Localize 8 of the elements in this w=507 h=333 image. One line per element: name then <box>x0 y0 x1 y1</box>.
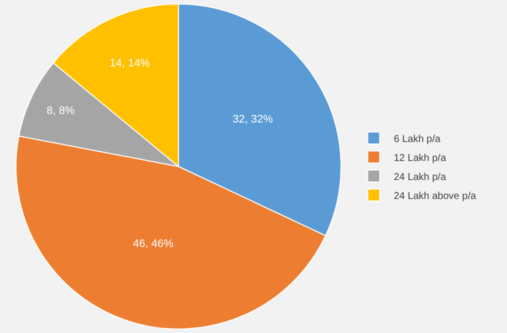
data-label: 32, 32% <box>232 113 274 126</box>
legend-label: 12 Lakh p/a <box>394 152 446 164</box>
data-label: 46, 46% <box>133 238 174 250</box>
data-label: 8, 8% <box>46 105 75 118</box>
legend-label: 24 Lakh p/a <box>394 172 446 183</box>
legend-label: 6 Lakh p/a <box>394 134 441 145</box>
legend-label: 24 Lakh above p/a <box>394 190 476 202</box>
data-label: 14, 14% <box>110 57 150 70</box>
